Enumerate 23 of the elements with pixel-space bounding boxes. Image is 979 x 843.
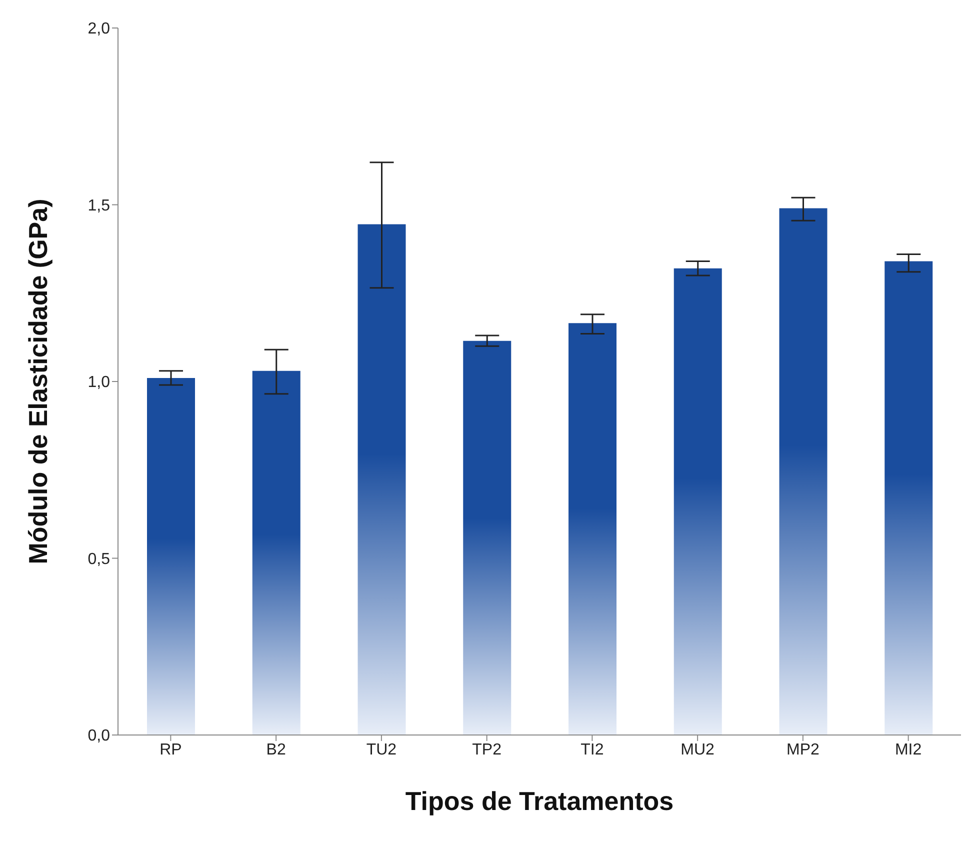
x-tick-label: RP bbox=[160, 741, 182, 758]
x-tick-label: MU2 bbox=[680, 741, 715, 758]
y-tick-label: 1,0 bbox=[88, 374, 110, 392]
bar bbox=[147, 378, 195, 735]
y-tick-label: 0,5 bbox=[88, 550, 110, 568]
y-tick-label: 1,5 bbox=[88, 197, 110, 214]
x-tick-label: MP2 bbox=[786, 741, 820, 758]
y-axis-title: Módulo de Elasticidade (GPa) bbox=[23, 198, 54, 564]
bar bbox=[884, 261, 933, 735]
x-tick-label: MI2 bbox=[894, 741, 922, 758]
x-tick-label: TP2 bbox=[472, 741, 502, 758]
bar bbox=[674, 268, 722, 735]
x-axis-title: Tipos de Tratamentos bbox=[405, 786, 674, 816]
x-tick-label: B2 bbox=[266, 741, 286, 758]
bar bbox=[568, 323, 616, 735]
y-tick-label: 2,0 bbox=[88, 20, 110, 38]
bar bbox=[463, 340, 512, 735]
x-tick-label: TU2 bbox=[366, 741, 397, 758]
y-tick-label: 0,0 bbox=[88, 728, 110, 745]
x-tick-label: TI2 bbox=[580, 741, 604, 758]
bar bbox=[252, 370, 300, 735]
bar bbox=[779, 208, 828, 735]
bar bbox=[358, 224, 406, 735]
